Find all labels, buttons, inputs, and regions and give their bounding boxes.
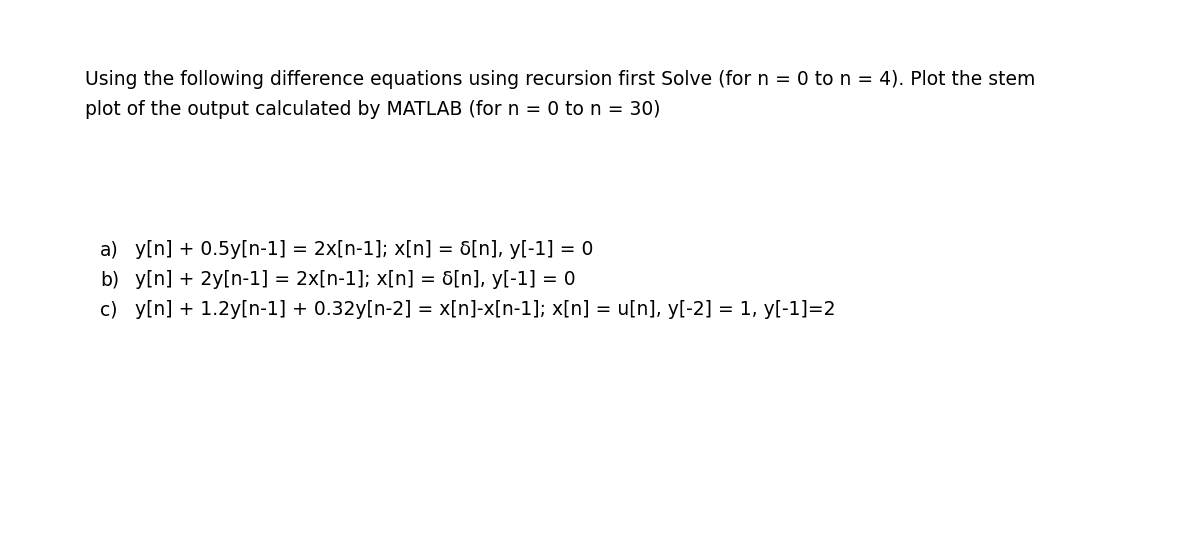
Text: y[n] + 1.2y[n-1] + 0.32y[n-2] = x[n]-x[n-1]; x[n] = u[n], y[-2] = 1, y[-1]=2: y[n] + 1.2y[n-1] + 0.32y[n-2] = x[n]-x[n… <box>134 300 835 319</box>
Text: Using the following difference equations using recursion first Solve (for n = 0 : Using the following difference equations… <box>85 70 1036 89</box>
Text: c): c) <box>100 300 118 319</box>
Text: a): a) <box>100 240 119 259</box>
Text: y[n] + 0.5y[n-1] = 2x[n-1]; x[n] = δ[n], y[-1] = 0: y[n] + 0.5y[n-1] = 2x[n-1]; x[n] = δ[n],… <box>134 240 593 259</box>
Text: y[n] + 2y[n-1] = 2x[n-1]; x[n] = δ[n], y[-1] = 0: y[n] + 2y[n-1] = 2x[n-1]; x[n] = δ[n], y… <box>134 270 576 289</box>
Text: b): b) <box>100 270 119 289</box>
Text: plot of the output calculated by MATLAB (for n = 0 to n = 30): plot of the output calculated by MATLAB … <box>85 100 660 119</box>
